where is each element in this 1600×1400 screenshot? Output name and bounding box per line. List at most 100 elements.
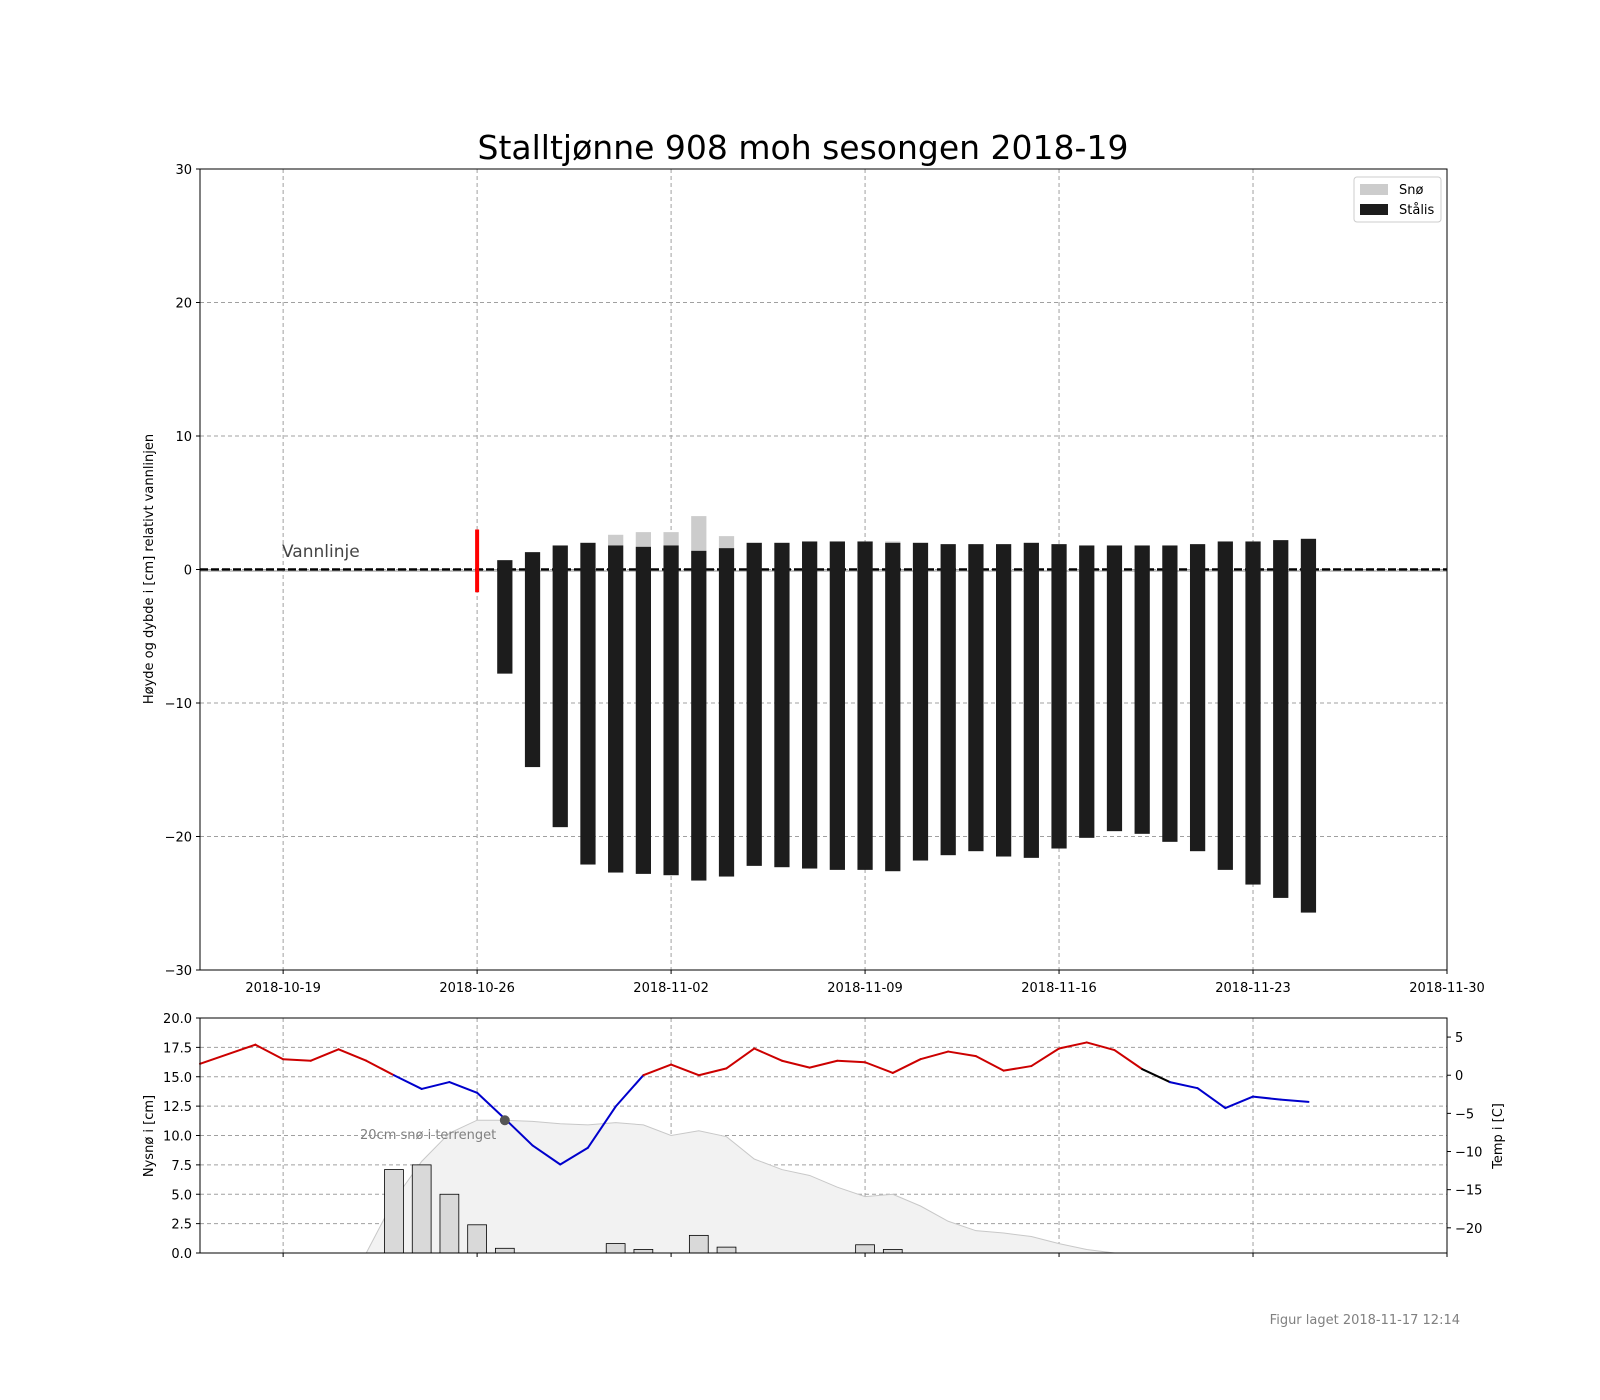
ice-bar bbox=[746, 542, 762, 866]
ice-bar bbox=[940, 544, 956, 856]
temperature-segment bbox=[559, 1146, 589, 1166]
main-axis-ticks: −30 −20 −10 0 10 20 30 2018-10-19 2018-10-26 2018… bbox=[165, 163, 1485, 996]
temperature-segment bbox=[614, 1074, 645, 1108]
legend-label-ice: Stålis bbox=[1399, 203, 1435, 218]
new-snow-bar bbox=[384, 1169, 404, 1254]
temperature-segment bbox=[1113, 1049, 1144, 1071]
snow-bar bbox=[885, 541, 901, 543]
temperature-segment bbox=[282, 1058, 312, 1062]
lower-y-tick-label: 0.0 bbox=[171, 1247, 192, 1262]
ice-bar bbox=[1162, 545, 1178, 842]
ice-bar bbox=[524, 552, 541, 768]
temperature-segment bbox=[780, 1059, 811, 1069]
lower-y-tick-label: 5.0 bbox=[171, 1188, 192, 1203]
footer-timestamp: Figur laget 2018-11-17 12:14 bbox=[1270, 1313, 1460, 1328]
ice-bars bbox=[475, 516, 1317, 913]
temperature-segment bbox=[392, 1074, 423, 1090]
temperature-segment bbox=[753, 1047, 783, 1062]
ice-bar bbox=[996, 544, 1012, 857]
temperature-segment bbox=[420, 1081, 451, 1090]
temperature-segment bbox=[947, 1050, 977, 1058]
ice-bar bbox=[1300, 538, 1317, 913]
temperature-segment bbox=[1058, 1041, 1088, 1050]
ice-bar bbox=[1217, 541, 1233, 870]
new-snow-bar bbox=[882, 1249, 903, 1254]
lower-y-tick-label: 15.0 bbox=[163, 1071, 192, 1086]
lower-y-tick-label: 12.5 bbox=[163, 1100, 192, 1115]
lower-y-tick-label: 17.5 bbox=[163, 1041, 192, 1056]
temperature-segment bbox=[199, 1043, 257, 1065]
temperature-segment bbox=[337, 1048, 368, 1062]
new-snow-bar bbox=[855, 1244, 875, 1254]
new-snow-bar bbox=[467, 1224, 487, 1254]
lower-y-axis-label: Nysnø i [cm] bbox=[142, 1095, 157, 1177]
main-chart: −30 −20 −10 0 10 20 30 2018-10-19 2018-10-26 2018… bbox=[142, 163, 1485, 996]
temperature-segment bbox=[891, 1058, 922, 1074]
temperature-segment bbox=[864, 1061, 894, 1074]
ice-bar bbox=[912, 542, 929, 861]
ice-bar bbox=[497, 560, 513, 674]
ice-bar bbox=[580, 542, 596, 865]
ice-bar bbox=[774, 542, 790, 868]
terrain-snow-annotation-marker bbox=[499, 1115, 510, 1126]
terrain-snow-area bbox=[365, 1119, 1115, 1254]
ice-bar bbox=[691, 550, 707, 881]
temperature-segment bbox=[642, 1063, 673, 1077]
temperature-segment bbox=[309, 1048, 340, 1062]
temperature-segment bbox=[1279, 1098, 1310, 1103]
new-snow-bar bbox=[439, 1193, 460, 1254]
temperature-segment bbox=[476, 1091, 506, 1120]
snow-bar bbox=[608, 534, 624, 546]
ice-bar bbox=[718, 548, 735, 877]
terrain-snow-annotation bbox=[499, 1115, 510, 1126]
temperature-segment bbox=[1196, 1087, 1227, 1110]
snow-bar bbox=[718, 536, 735, 549]
snow-bar bbox=[635, 532, 651, 547]
legend-swatch-ice bbox=[1360, 204, 1388, 215]
new-snow-bar bbox=[605, 1243, 626, 1254]
main-x-tick-label: 2018-11-30 bbox=[1409, 981, 1485, 996]
lower-y2-tick-label: −5 bbox=[1455, 1107, 1474, 1122]
lower-y2-axis-label: Temp i [C] bbox=[1491, 1103, 1506, 1170]
ice-bar bbox=[885, 542, 901, 872]
lower-y2-tick-label: 0 bbox=[1455, 1069, 1463, 1084]
waterline-label: Vannlinje bbox=[282, 542, 360, 562]
lower-axis-ticks: 0.0 2.5 5.0 7.5 10.0 12.5 15.0 17.5 20.0 5 0 −5 −10 −… bbox=[163, 1012, 1482, 1262]
temperature-segment bbox=[919, 1050, 950, 1061]
ice-bar bbox=[1134, 545, 1150, 834]
main-x-tick-label: 2018-11-09 bbox=[827, 981, 903, 996]
main-y-tick-label: 10 bbox=[175, 430, 192, 445]
new-snow-bars bbox=[384, 1164, 903, 1254]
ice-bar bbox=[663, 545, 679, 876]
main-y-tick-label: 0 bbox=[184, 564, 192, 579]
ice-bar bbox=[802, 541, 818, 869]
lower-y2-tick-label: 5 bbox=[1455, 1031, 1463, 1046]
temperature-segment bbox=[1168, 1081, 1199, 1090]
temperature-segment bbox=[531, 1144, 562, 1166]
lower-y-tick-label: 7.5 bbox=[171, 1159, 192, 1174]
ice-bar bbox=[1273, 540, 1289, 898]
temperature-segment bbox=[448, 1081, 479, 1094]
lower-y-tick-label: 10.0 bbox=[163, 1130, 192, 1145]
ice-bar bbox=[1079, 545, 1095, 838]
snow-bar bbox=[691, 516, 707, 551]
waterline bbox=[200, 568, 1447, 572]
legend-swatch-snow bbox=[1360, 184, 1388, 195]
new-snow-bar bbox=[411, 1164, 432, 1254]
legend-label-snow: Snø bbox=[1399, 183, 1423, 198]
terrain-snow-area-path bbox=[365, 1119, 1115, 1254]
temperature-segment bbox=[836, 1059, 867, 1064]
ice-bar bbox=[635, 546, 651, 874]
temperature-segment bbox=[586, 1105, 617, 1149]
ice-bar bbox=[829, 541, 845, 870]
main-chart-title: Stalltjønne 908 moh sesongen 2018-19 bbox=[478, 128, 1129, 167]
ice-bar bbox=[1051, 544, 1067, 849]
main-x-tick-label: 2018-11-16 bbox=[1021, 981, 1097, 996]
main-x-tick-label: 2018-10-26 bbox=[439, 981, 515, 996]
lower-y-tick-label: 2.5 bbox=[171, 1218, 192, 1233]
terrain-snow-annotation-text: 20cm snø i terrenget bbox=[360, 1128, 496, 1143]
snow-bar bbox=[663, 532, 679, 546]
temperature-segment bbox=[670, 1063, 700, 1077]
temperature-segment bbox=[1030, 1047, 1061, 1068]
